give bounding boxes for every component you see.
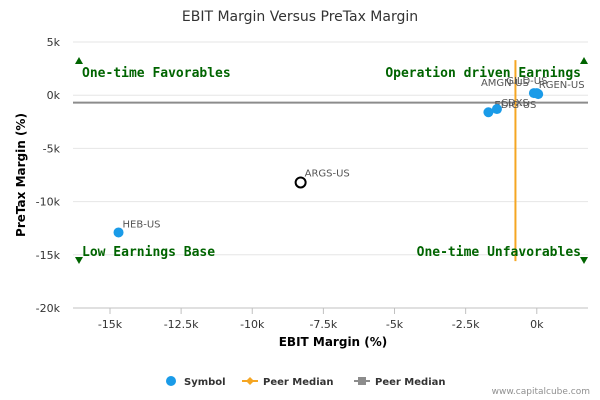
- quadrant-label-top-right: Operation driven Earnings: [385, 66, 581, 81]
- y-tick-label: -15k: [36, 249, 61, 262]
- y-tick-label: -10k: [36, 196, 61, 209]
- legend-item-label[interactable]: Symbol: [184, 377, 226, 388]
- data-point-label: CDXS: [501, 98, 529, 109]
- quadrant-label-bottom-left: Low Earnings Base: [82, 245, 215, 260]
- y-tick-label: 5k: [47, 36, 61, 49]
- data-point-label: EDIG-US: [494, 100, 536, 111]
- x-tick-label: -15k: [98, 318, 123, 331]
- axes: [73, 307, 588, 314]
- x-tick-label: -12.5k: [164, 318, 199, 331]
- data-point: [113, 227, 124, 238]
- data-point-label: HEB-US: [123, 219, 161, 230]
- triangle-down-icon: [75, 257, 83, 264]
- legend: Symbol Peer Median Peer Median: [166, 376, 446, 388]
- legend-item-label[interactable]: Peer Median: [375, 377, 446, 388]
- x-axis-title: EBIT Margin (%): [279, 335, 388, 349]
- chart-title: EBIT Margin Versus PreTax Margin: [182, 9, 418, 25]
- legend-marker-diamond: [246, 377, 254, 385]
- x-tick-labels: -15k -12.5k -10k -7.5k -5k -2.5k 0k: [98, 318, 544, 331]
- quadrant-label-bottom-right: One-time Unfavorables: [417, 245, 581, 260]
- legend-item-label[interactable]: Peer Median: [263, 377, 334, 388]
- data-point-label: GILD-US: [506, 76, 547, 87]
- x-tick-label: 0k: [530, 318, 544, 331]
- data-point-label: ARGS-US: [305, 168, 350, 179]
- credit-text: www.capitalcube.com: [492, 387, 590, 397]
- x-tick-label: -2.5k: [452, 318, 480, 331]
- quadrant-label-top-left: One-time Favorables: [82, 66, 231, 81]
- x-tick-label: -10k: [240, 318, 265, 331]
- data-point-label: AMGN-US: [481, 78, 529, 89]
- x-tick-label: -7.5k: [309, 318, 337, 331]
- triangle-down-icon: [580, 257, 588, 264]
- data-point: [491, 104, 502, 115]
- data-point-label: RGEN-US: [539, 80, 585, 91]
- y-tick-label: -5k: [43, 142, 61, 155]
- y-axis-title: PreTax Margin (%): [14, 113, 28, 237]
- x-tick-label: -5k: [386, 318, 404, 331]
- y-tick-label: -20k: [36, 302, 61, 315]
- data-point: [531, 88, 542, 99]
- quadrant-markers: [75, 57, 588, 264]
- data-point: [483, 107, 494, 118]
- legend-marker-circle: [166, 376, 176, 386]
- data-point-highlight: [294, 176, 307, 189]
- legend-marker-square: [358, 377, 366, 385]
- triangle-up-icon: [580, 57, 588, 64]
- peer-median-lines: [73, 60, 588, 262]
- triangle-up-icon: [75, 57, 83, 64]
- y-tick-label: 0k: [47, 89, 61, 102]
- y-tick-labels: 5k 0k -5k -10k -15k -20k: [36, 36, 61, 315]
